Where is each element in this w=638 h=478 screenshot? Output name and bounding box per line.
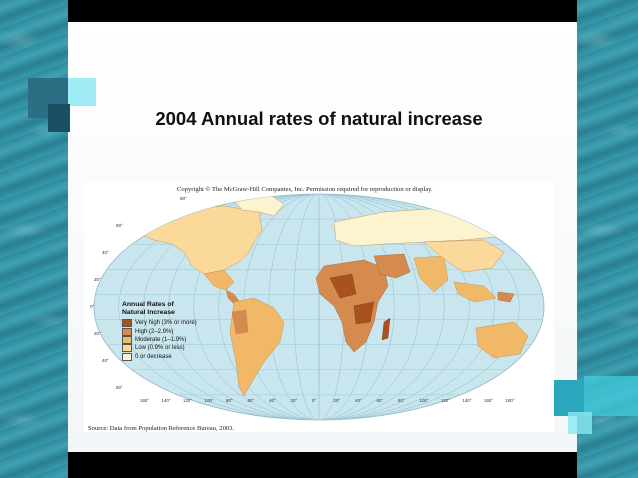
region-new-guinea bbox=[497, 291, 515, 303]
decor-square bbox=[584, 376, 638, 416]
longitude-label: 20° bbox=[291, 398, 298, 403]
decor-square bbox=[48, 104, 70, 132]
longitude-label: 0° bbox=[312, 398, 316, 403]
world-map: 80° 60° 40° 20° 0° 20° 40° 60° 160° 140° 120° 100°… bbox=[90, 193, 545, 421]
meridian-line bbox=[143, 194, 495, 420]
meridian-line bbox=[218, 194, 420, 420]
legend-item: Very high (3% or more) bbox=[122, 319, 214, 328]
source-note: Source: Data from Population Reference B… bbox=[88, 425, 235, 432]
map-legend: Annual Rates of Natural Increase Very hi… bbox=[122, 301, 214, 361]
legend-swatch bbox=[122, 352, 132, 361]
region-central-africa bbox=[353, 301, 375, 325]
legend-item: Moderate (1–1.9%) bbox=[122, 335, 214, 344]
longitude-label: 60° bbox=[377, 398, 384, 403]
longitude-label: 20° bbox=[334, 398, 341, 403]
bottom-black-bar bbox=[68, 452, 577, 478]
slide-title: 2004 Annual rates of natural increase bbox=[155, 108, 483, 129]
legend-item: Low (0.9% or less) bbox=[122, 344, 214, 353]
legend-label: High (2–2.9%) bbox=[135, 328, 174, 335]
legend-label: 0 or decrease bbox=[135, 353, 172, 360]
longitude-labels: 160° 140° 120° 100° 80° 60° 40° 20° 0° 20° 40° 60° 8… bbox=[140, 398, 515, 403]
longitude-label: 120° bbox=[183, 398, 192, 403]
legend-swatch bbox=[122, 344, 132, 353]
longitude-label: 40° bbox=[269, 398, 276, 403]
region-australia bbox=[475, 321, 529, 359]
latitude-label: 0° bbox=[90, 304, 95, 309]
region-west-africa bbox=[329, 273, 357, 299]
legend-label: Low (0.9% or less) bbox=[135, 345, 185, 352]
region-andes bbox=[231, 309, 249, 335]
copyright-notice: Copyright © The McGraw-Hill Companies, I… bbox=[177, 186, 433, 193]
longitude-label: 160° bbox=[140, 398, 149, 403]
longitude-label: 140° bbox=[463, 398, 472, 403]
longitude-label: 80° bbox=[398, 398, 405, 403]
legend-swatch bbox=[122, 319, 132, 328]
water-texture-left bbox=[0, 0, 68, 478]
legend-swatch bbox=[122, 327, 132, 336]
top-black-bar bbox=[68, 0, 577, 22]
legend-swatch bbox=[122, 335, 132, 344]
latitude-label: 60° bbox=[116, 223, 123, 228]
longitude-label: 140° bbox=[162, 398, 171, 403]
legend-item: 0 or decrease bbox=[122, 352, 214, 361]
longitude-label: 120° bbox=[441, 398, 450, 403]
region-mexico bbox=[203, 269, 235, 291]
legend-item: High (2–2.9%) bbox=[122, 327, 214, 336]
meridian-line bbox=[118, 194, 520, 420]
longitude-label: 40° bbox=[355, 398, 362, 403]
longitude-label: 60° bbox=[248, 398, 255, 403]
legend-label: Very high (3% or more) bbox=[135, 320, 197, 327]
decor-square bbox=[548, 380, 584, 416]
latitude-label: 60° bbox=[116, 385, 123, 390]
region-east-asia bbox=[423, 239, 505, 273]
latitude-label: 20° bbox=[94, 331, 101, 336]
meridian-line bbox=[193, 194, 445, 420]
latitude-label: 40° bbox=[102, 358, 109, 363]
longitude-label: 100° bbox=[420, 398, 429, 403]
latitude-label: 40° bbox=[102, 250, 109, 255]
longitude-label: 100° bbox=[205, 398, 214, 403]
region-south-asia bbox=[413, 255, 449, 293]
region-southeast-asia bbox=[453, 281, 497, 303]
longitude-label: 80° bbox=[226, 398, 233, 403]
decor-square bbox=[568, 412, 592, 434]
latitude-labels: 80° 60° 40° 20° 0° 20° 40° 60° bbox=[90, 196, 187, 390]
legend-title-line1: Annual Rates of bbox=[122, 301, 174, 308]
meridian-line bbox=[168, 194, 470, 420]
map-figure: Copyright © The McGraw-Hill Companies, I… bbox=[84, 182, 554, 432]
longitude-label: 180° bbox=[506, 398, 515, 403]
longitude-label: 160° bbox=[484, 398, 493, 403]
region-new-zealand bbox=[533, 359, 543, 375]
region-madagascar bbox=[381, 317, 391, 341]
legend-label: Moderate (1–1.9%) bbox=[135, 336, 187, 343]
latitude-label: 80° bbox=[180, 196, 187, 201]
meridian-line bbox=[318, 194, 320, 420]
legend-title-line2: Natural Increase bbox=[122, 309, 175, 316]
decor-square bbox=[68, 78, 96, 106]
latitude-label: 20° bbox=[94, 277, 101, 282]
region-middle-east bbox=[373, 253, 411, 279]
